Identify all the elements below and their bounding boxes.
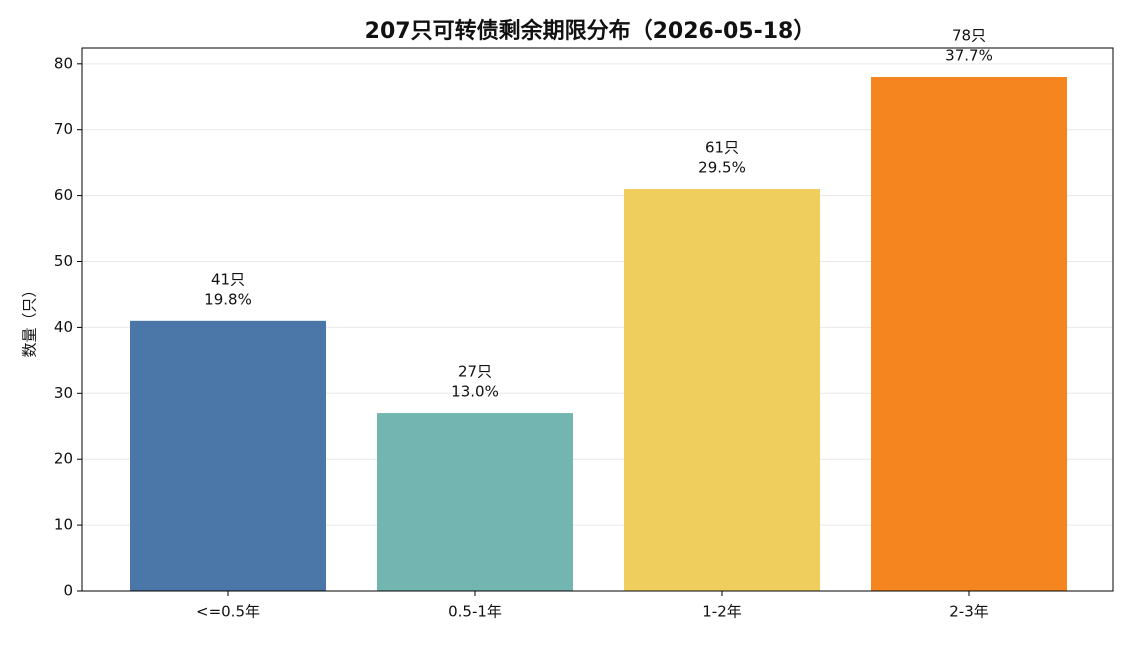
x-tick-label: 0.5-1年 bbox=[448, 603, 502, 621]
value-label: 61只 bbox=[705, 139, 739, 157]
y-axis-label: 数量（只） bbox=[21, 282, 39, 357]
y-tick-label: 20 bbox=[54, 450, 73, 468]
x-tick-label: 2-3年 bbox=[949, 603, 989, 621]
value-label: 41只 bbox=[211, 270, 245, 288]
share-label: 19.8% bbox=[204, 290, 252, 308]
bar bbox=[624, 189, 820, 591]
bar bbox=[871, 76, 1067, 592]
bar bbox=[130, 320, 326, 591]
y-tick-label: 50 bbox=[54, 252, 73, 270]
plot-frame bbox=[81, 47, 1114, 592]
y-tick-label: 0 bbox=[63, 582, 73, 600]
y-tick-label: 10 bbox=[54, 516, 73, 534]
value-label: 27只 bbox=[458, 363, 492, 381]
y-tick-label: 30 bbox=[54, 384, 73, 402]
bar bbox=[377, 413, 573, 591]
y-tick-label: 60 bbox=[54, 186, 73, 204]
y-tick-label: 70 bbox=[54, 120, 73, 138]
y-tick-label: 80 bbox=[54, 54, 73, 72]
x-tick-label: 1-2年 bbox=[702, 603, 742, 621]
value-label: 78只 bbox=[952, 26, 986, 44]
chart-title: 207只可转债剩余期限分布（2026-05-18） bbox=[365, 18, 816, 44]
share-label: 29.5% bbox=[698, 159, 746, 177]
share-label: 37.7% bbox=[945, 46, 993, 64]
y-tick-label: 40 bbox=[54, 318, 73, 336]
x-tick-label: <=0.5年 bbox=[196, 603, 260, 621]
share-label: 13.0% bbox=[451, 383, 499, 401]
